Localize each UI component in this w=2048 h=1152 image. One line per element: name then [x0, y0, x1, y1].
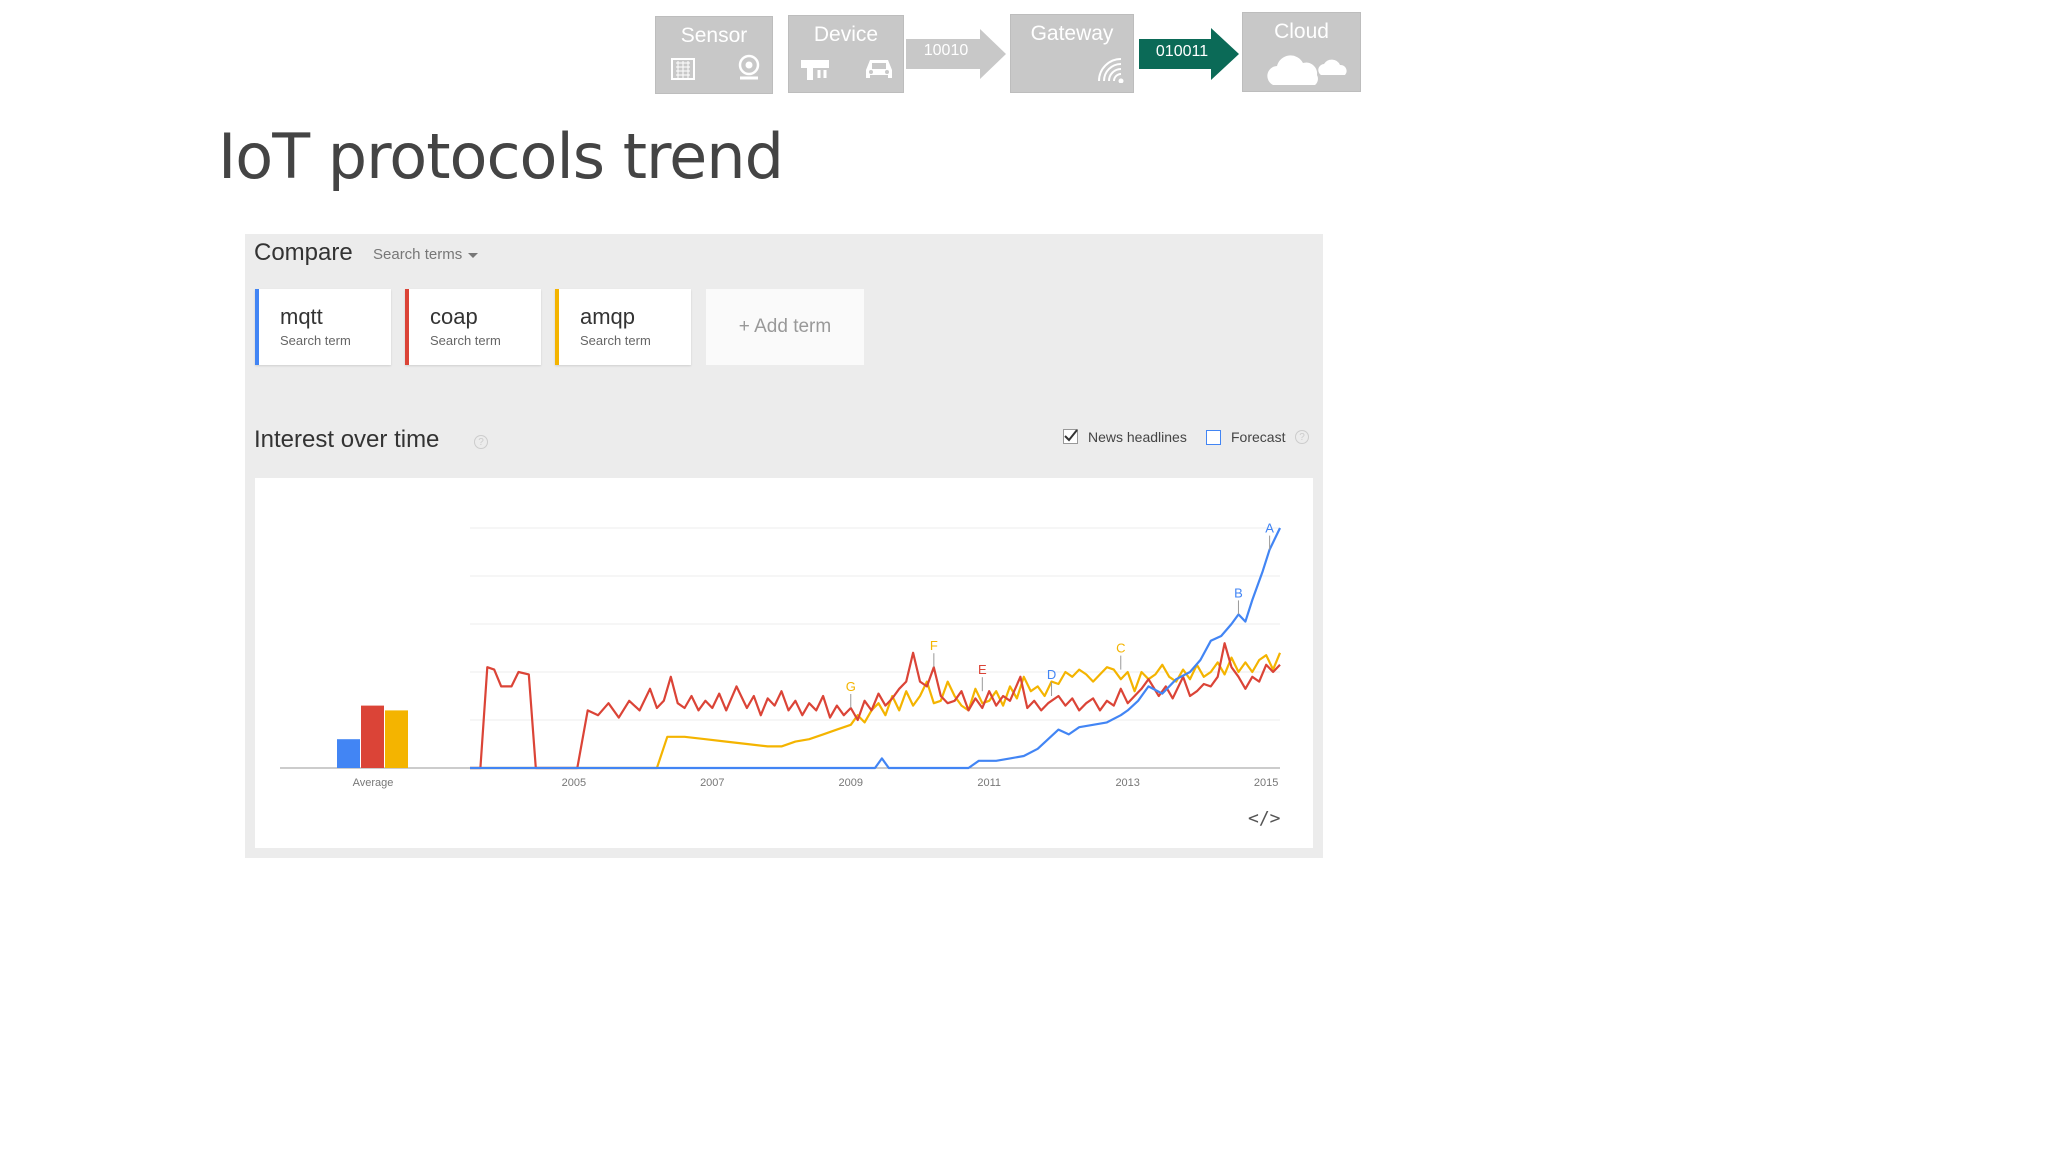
help-icon[interactable]: ?	[474, 435, 488, 449]
embed-code-icon[interactable]: </>	[1248, 808, 1281, 829]
x-tick-label: 2009	[839, 777, 863, 789]
x-tick-label: 2013	[1115, 777, 1139, 789]
series-line-mqtt	[470, 527, 1281, 770]
flow-cloud-label: Cloud	[1274, 20, 1329, 43]
webcam-icon	[738, 54, 760, 80]
chip-icon	[671, 58, 695, 80]
annotation-a[interactable]: A	[1265, 521, 1274, 536]
caret-down-icon	[468, 252, 479, 258]
x-tick-label: 2005	[562, 777, 586, 789]
flow-sensor-box: Sensor	[655, 16, 773, 94]
term-subtitle: Search term	[580, 333, 651, 348]
term-name: mqtt	[280, 304, 323, 329]
drill-icon	[801, 60, 829, 80]
term-subtitle: Search term	[280, 333, 351, 348]
annotation-b[interactable]: B	[1234, 585, 1243, 600]
search-terms-dropdown-label: Search terms	[373, 246, 463, 263]
trends-panel: Compare Search terms mqtt Search term co…	[245, 234, 1323, 858]
add-term-button[interactable]: + Add term	[706, 289, 864, 365]
average-bar-coap	[361, 705, 384, 768]
term-card-amqp[interactable]: amqp Search term	[555, 289, 691, 365]
term-card-coap[interactable]: coap Search term	[405, 289, 541, 365]
series-line-coap	[470, 642, 1281, 770]
x-tick-label: 2015	[1254, 777, 1278, 789]
flow-cloud-box: Cloud	[1242, 12, 1361, 92]
flow-arrow-device-gateway: 10010	[906, 29, 1006, 79]
news-headlines-checkbox[interactable]	[1063, 429, 1078, 444]
cloud-icon	[1267, 55, 1347, 85]
average-label: Average	[353, 777, 394, 789]
series-line-amqp	[470, 652, 1282, 770]
interest-chart-area: Average A B C D E F G 2005 2007 2009 2011 2013 2015…	[255, 478, 1313, 848]
slide-title: IoT protocols trend	[218, 120, 784, 193]
checkmark-icon	[1064, 429, 1078, 442]
arrow-right-icon	[906, 29, 1006, 79]
x-tick-label: 2011	[977, 777, 1001, 789]
term-name: amqp	[580, 304, 636, 329]
annotation-d[interactable]: D	[1047, 667, 1056, 682]
average-bar-mqtt	[337, 739, 360, 768]
search-terms-dropdown[interactable]: Search terms	[373, 246, 479, 263]
annotation-f[interactable]: F	[930, 638, 938, 653]
flow-arrow-bits-2: 010011	[1155, 43, 1209, 60]
x-tick-label: 2007	[700, 777, 724, 789]
wifi-signal-icon	[1098, 58, 1124, 83]
term-name: coap	[430, 304, 478, 329]
flow-gateway-label: Gateway	[1030, 22, 1114, 45]
arrow-right-icon	[1139, 28, 1239, 80]
annotation-c[interactable]: C	[1116, 641, 1125, 656]
compare-title: Compare	[254, 239, 353, 266]
forecast-checkbox[interactable]	[1206, 430, 1221, 445]
term-subtitle: Search term	[430, 333, 501, 348]
flow-device-box: Device	[788, 15, 904, 93]
annotation-g[interactable]: G	[846, 679, 856, 694]
flow-sensor-label: Sensor	[680, 24, 748, 47]
term-card-mqtt[interactable]: mqtt Search term	[255, 289, 391, 365]
car-icon	[866, 60, 892, 78]
flow-arrow-bits-1: 10010	[923, 42, 969, 59]
flow-device-label: Device	[813, 23, 879, 46]
forecast-label: Forecast	[1231, 429, 1286, 445]
forecast-help-icon[interactable]: ?	[1295, 430, 1309, 444]
flow-gateway-box: Gateway	[1010, 14, 1134, 93]
average-bar-amqp	[385, 710, 408, 768]
interest-over-time-chart: Average A B C D E F G 2005 2007 2009 2011 2013 2015	[280, 521, 1282, 789]
flow-arrow-gateway-cloud: 010011	[1139, 28, 1239, 80]
news-headlines-label: News headlines	[1088, 429, 1187, 445]
annotation-e[interactable]: E	[978, 662, 987, 677]
interest-over-time-title: Interest over time	[254, 426, 440, 453]
